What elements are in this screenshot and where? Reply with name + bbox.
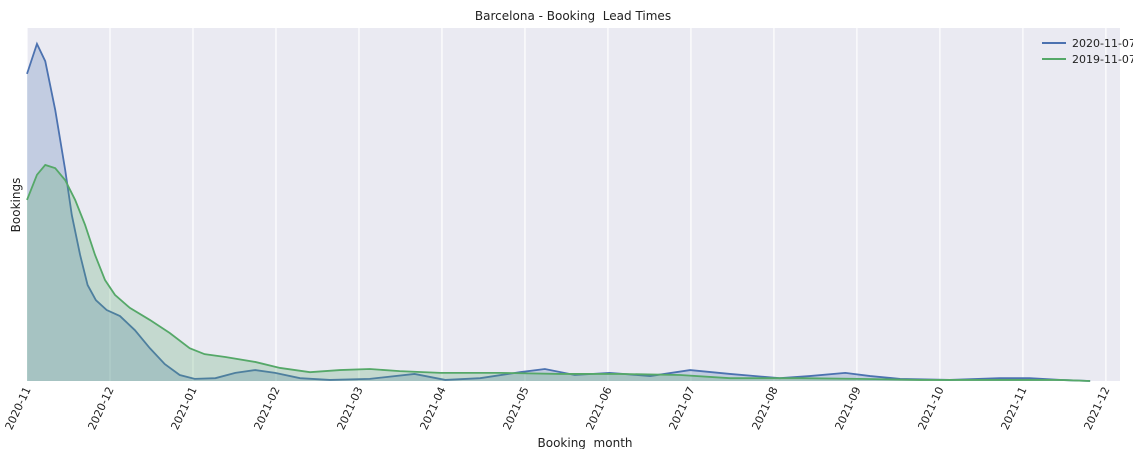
x-tick-label: 2021-03 [334,385,365,432]
area [27,164,1091,381]
x-axis-label: Booking month [538,436,633,449]
plot-area [27,28,1120,381]
x-tick-label: 2021-01 [168,385,199,432]
x-tick-label: 2021-10 [915,385,946,432]
line [26,41,1091,382]
y-axis-label: Bookings [9,178,23,233]
x-tick-label: 2020-11 [3,385,34,432]
x-tick-label: 2021-04 [417,385,448,432]
x-tick-label: 2021-02 [251,385,282,432]
x-tick-label: 2021-08 [749,385,780,432]
x-tick-label: 2021-06 [583,385,614,432]
line [26,163,1091,382]
x-tick-label: 2021-12 [1081,385,1112,432]
x-tick-label: 2021-05 [500,385,531,432]
x-tick-label: 2021-11 [998,385,1029,432]
chart-title: Barcelona - Booking Lead Times [475,9,671,23]
x-tick-label: 2020-12 [86,385,117,432]
area [27,43,1091,381]
x-tick-label: 2021-07 [666,385,697,432]
x-tick-label: 2021-09 [832,385,863,432]
legend-label: 2020-11-07 [1072,37,1133,50]
legend-label: 2019-11-07 [1072,53,1133,66]
